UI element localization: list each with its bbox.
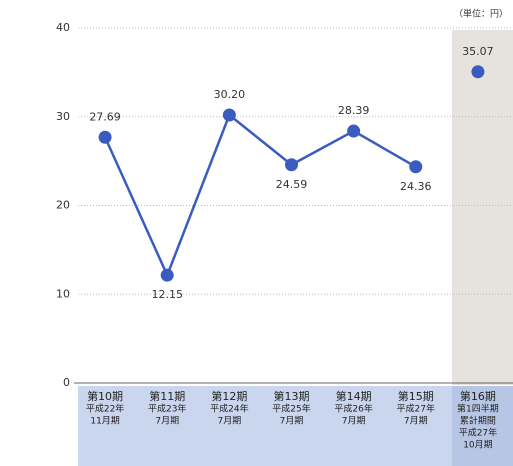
y-tick-label: 30 [56, 110, 70, 123]
data-label: 12.15 [151, 288, 183, 301]
x-tick-label: 第15期 [398, 389, 434, 403]
data-label: 28.39 [338, 104, 370, 117]
category-band [78, 386, 513, 466]
data-label: 27.69 [89, 110, 121, 123]
line [103, 112, 417, 279]
x-tick-label: 7月期 [404, 416, 428, 427]
data-label: 24.36 [400, 180, 432, 193]
x-tick-label: 平成24年 [210, 403, 248, 415]
x-tick-label: 第12期 [211, 389, 247, 403]
x-tick-label: 平成23年 [148, 403, 186, 415]
x-tick-label: 平成25年 [272, 403, 310, 415]
x-tick-label: 第1四半期 [457, 403, 499, 415]
x-tick-label: 平成27年 [459, 427, 497, 439]
x-tick-label: 平成22年 [86, 403, 124, 415]
x-tick-label: 第10期 [87, 389, 123, 403]
point [160, 268, 174, 282]
y-tick-label: 40 [56, 21, 70, 34]
category-band-highlight [452, 386, 513, 466]
x-tick-label: 7月期 [155, 416, 179, 427]
x-tick-label: 平成27年 [397, 403, 435, 415]
x-tick-label: 平成26年 [334, 403, 372, 415]
x-tick-label: 10月期 [463, 440, 492, 451]
point [409, 160, 423, 174]
x-tick-label: 7月期 [280, 416, 304, 427]
point [285, 158, 298, 172]
data-label: 30.20 [214, 88, 246, 101]
point [347, 124, 361, 138]
x-tick-label: 第14期 [336, 389, 372, 403]
point [98, 130, 112, 144]
point [471, 65, 485, 79]
unit-label: （単位：円） [454, 8, 508, 20]
x-tick-label: 7月期 [342, 416, 366, 427]
y-tick-label: 10 [56, 287, 70, 300]
x-tick-label: 第13期 [274, 389, 310, 403]
y-tick-label: 20 [56, 199, 70, 212]
point [222, 108, 236, 122]
y-tick-label: 0 [63, 376, 70, 389]
x-tick-label: 11月期 [90, 416, 119, 427]
x-tick-label: 第16期 [460, 389, 496, 403]
highlight-column [452, 30, 513, 385]
data-label: 35.07 [462, 45, 494, 58]
data-label: 24.59 [276, 178, 308, 191]
x-tick-label: 累計期間 [460, 415, 496, 427]
x-tick-label: 第11期 [149, 389, 185, 403]
x-tick-label: 7月期 [217, 416, 241, 427]
